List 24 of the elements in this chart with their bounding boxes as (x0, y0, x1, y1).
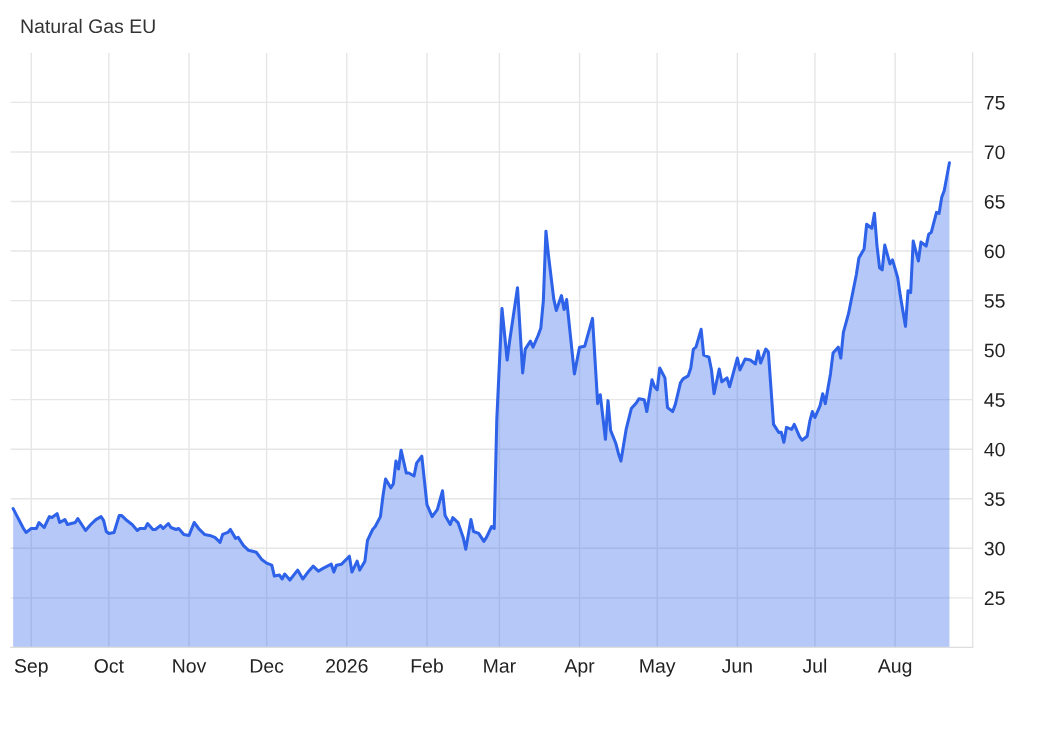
x-tick-label: Apr (564, 659, 595, 677)
chart-title: Natural Gas EU (21, 18, 155, 34)
y-tick-label: 50 (984, 343, 1005, 358)
x-tick-label: Oct (94, 659, 124, 673)
y-tick-label: 35 (984, 492, 1005, 506)
x-tick-label: Sep (14, 659, 48, 677)
x-tick-label: May (640, 659, 676, 677)
y-tick-label: 60 (984, 244, 1005, 259)
x-tick-label: 2026 (326, 659, 368, 673)
x-tick-label: Nov (173, 659, 207, 673)
x-tick-label: Feb (411, 658, 443, 673)
y-tick-label: 25 (984, 591, 1005, 606)
y-tick-label: 45 (984, 393, 1005, 407)
y-tick-label: 75 (984, 96, 1005, 110)
x-tick-label: Jul (802, 658, 827, 673)
x-tick-label: Jun (721, 659, 752, 673)
y-tick-label: 70 (984, 145, 1005, 160)
y-tick-label: 30 (984, 541, 1005, 556)
y-tick-label: 65 (984, 194, 1005, 209)
y-tick-label: 55 (984, 294, 1005, 308)
x-tick-label: Mar (484, 659, 516, 673)
x-tick-label: Aug (877, 659, 912, 677)
x-tick-label: Dec (250, 659, 284, 673)
y-tick-label: 40 (984, 442, 1005, 457)
